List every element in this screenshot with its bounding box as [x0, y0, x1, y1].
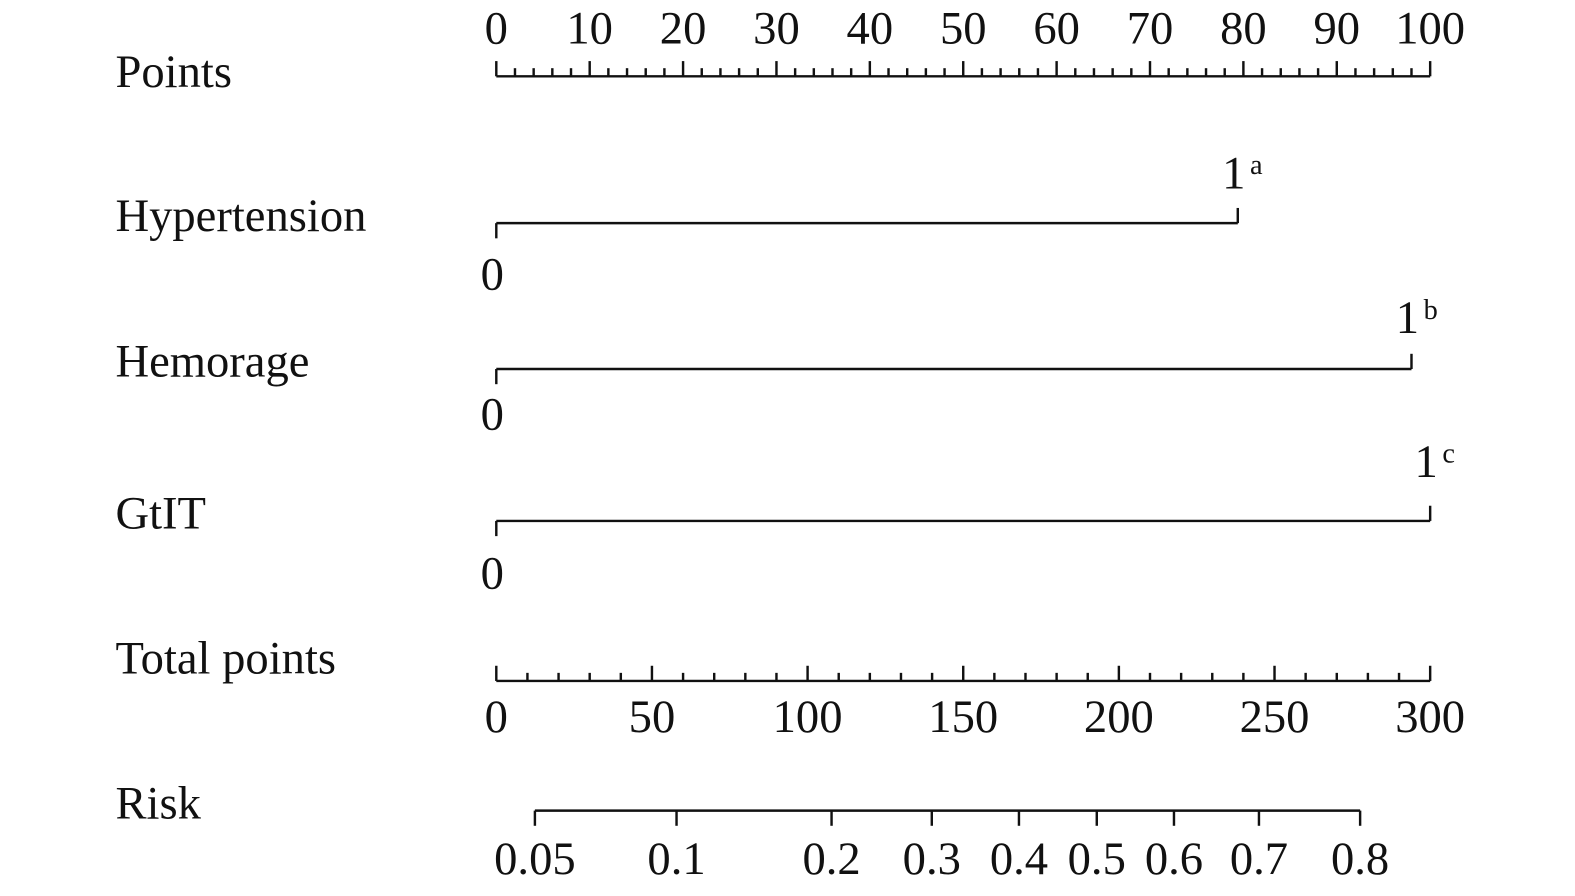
row-label: Risk — [115, 777, 201, 829]
tick-label: 0 — [485, 691, 508, 743]
level-label: 1 — [1222, 147, 1245, 199]
tick-label: 40 — [847, 2, 894, 54]
row-label: GtIT — [115, 488, 206, 540]
tick-label: 150 — [928, 691, 998, 743]
tick-label: 0.8 — [1331, 833, 1389, 885]
row-label: Points — [115, 46, 232, 98]
level-label: 0 — [481, 547, 504, 599]
tick-label: 10 — [566, 2, 613, 54]
tick-label: 50 — [940, 2, 987, 54]
tick-label: 200 — [1084, 691, 1154, 743]
row-label: Total points — [115, 632, 336, 684]
tick-label: 300 — [1395, 691, 1465, 743]
level-superscript: b — [1424, 295, 1438, 326]
row-label: Hemorage — [115, 336, 309, 388]
row-label: Hypertension — [115, 190, 366, 242]
tick-label: 30 — [753, 2, 800, 54]
level-superscript: a — [1250, 150, 1263, 181]
tick-label: 0 — [485, 2, 508, 54]
level-label: 1 — [1396, 292, 1419, 344]
level-label: 0 — [481, 388, 504, 440]
level-superscript: c — [1442, 439, 1455, 470]
tick-label: 20 — [660, 2, 707, 54]
tick-label: 90 — [1313, 2, 1360, 54]
tick-label: 0.2 — [802, 833, 860, 885]
level-label: 0 — [481, 249, 504, 301]
level-label: 1 — [1414, 436, 1437, 488]
tick-label: 60 — [1033, 2, 1080, 54]
tick-label: 70 — [1127, 2, 1174, 54]
tick-label: 0.4 — [990, 833, 1048, 885]
tick-label: 0.1 — [647, 833, 705, 885]
tick-label: 0.7 — [1230, 833, 1288, 885]
tick-label: 80 — [1220, 2, 1267, 54]
tick-label: 0.6 — [1145, 833, 1203, 885]
tick-label: 0.3 — [903, 833, 961, 885]
tick-label: 50 — [629, 691, 676, 743]
tick-label: 0.5 — [1068, 833, 1126, 885]
tick-label: 0.05 — [494, 833, 576, 885]
tick-label: 100 — [773, 691, 843, 743]
tick-label: 250 — [1240, 691, 1310, 743]
tick-label: 100 — [1395, 2, 1465, 54]
